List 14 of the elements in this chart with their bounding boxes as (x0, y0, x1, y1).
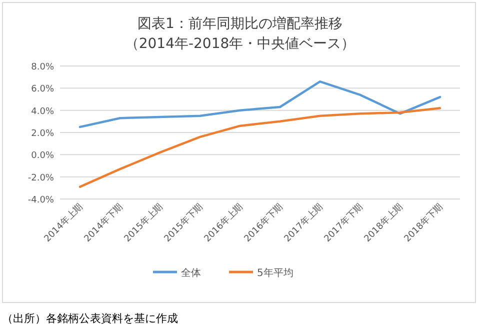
text: （出所）各銘柄公表資料を基に作成 (2, 312, 178, 325)
legend-label: 全体 (181, 267, 201, 279)
line-series (78, 80, 442, 128)
y-tick-label: 8.0% (31, 62, 54, 72)
y-tick-label: 4.0% (31, 106, 54, 117)
chart-title: 図表1：前年同期比の増配率推移 (138, 15, 342, 32)
y-tick-label: 2.0% (31, 129, 54, 139)
line-series (78, 106, 442, 188)
y-tick-label: 6.0% (31, 84, 54, 95)
y-tick-label: -2.0% (28, 173, 54, 184)
legend-label: 5年平均 (257, 267, 294, 279)
y-tick-label: -4.0% (28, 196, 54, 206)
chart-subtitle: （2014年-2018年・中央値ベース） (124, 36, 356, 52)
y-tick-label: 0.0% (31, 151, 54, 162)
